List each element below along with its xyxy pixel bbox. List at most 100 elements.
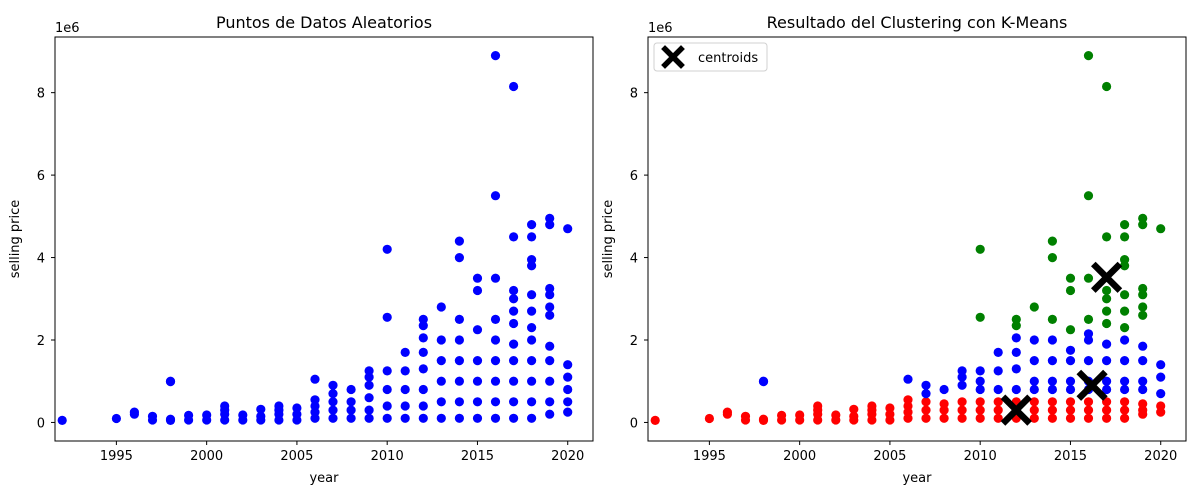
- data-point: [563, 384, 573, 395]
- data-point: [1065, 356, 1076, 366]
- data-point: [1065, 397, 1076, 407]
- data-point: [1029, 397, 1039, 407]
- data-point: [400, 347, 410, 357]
- data-point: [1047, 405, 1057, 415]
- data-point: [508, 294, 519, 304]
- data-point: [418, 347, 428, 357]
- data-point: [563, 360, 573, 370]
- data-point: [527, 220, 537, 230]
- data-point: [921, 389, 931, 399]
- data-point: [418, 413, 428, 423]
- data-point: [1029, 384, 1039, 395]
- series-1: [758, 329, 1166, 399]
- data-point: [346, 405, 356, 415]
- data-point: [1047, 236, 1057, 246]
- data-point: [328, 397, 338, 407]
- data-point: [1120, 413, 1130, 423]
- data-point: [527, 413, 537, 423]
- data-point: [310, 374, 320, 384]
- data-point: [364, 366, 374, 376]
- data-point: [740, 411, 751, 421]
- data-point: [1102, 384, 1112, 395]
- data-point: [758, 414, 769, 424]
- data-point: [545, 409, 555, 419]
- data-point: [1156, 372, 1166, 382]
- data-point: [993, 405, 1003, 415]
- data-point: [1102, 232, 1112, 242]
- data-point: [1083, 51, 1094, 61]
- x-axis-label: year: [902, 471, 932, 486]
- legend: centroids: [653, 42, 768, 72]
- data-point: [490, 273, 501, 283]
- data-point: [527, 356, 537, 366]
- data-point: [436, 356, 446, 366]
- data-point: [346, 413, 356, 423]
- data-point: [1065, 345, 1076, 355]
- data-point: [527, 306, 537, 316]
- chart-title: Puntos de Datos Aleatorios: [216, 13, 432, 32]
- data-point: [111, 413, 121, 424]
- y-tick-label: 0: [37, 416, 45, 431]
- data-point: [400, 401, 410, 411]
- y-tick-label: 4: [37, 252, 45, 267]
- data-point: [454, 397, 464, 407]
- data-point: [1029, 413, 1039, 423]
- data-point: [849, 411, 859, 421]
- chart-left: 1995 2000 2005 2010 2015 2020 0 2 4 6 8 1e6 Puntos d…: [8, 13, 594, 486]
- x-tick-label: 1995: [100, 449, 133, 464]
- data-point: [508, 413, 519, 423]
- data-point: [1102, 318, 1112, 329]
- legend-label: centroids: [698, 51, 758, 66]
- data-point: [957, 366, 967, 376]
- data-point: [310, 395, 320, 405]
- data-point: [1047, 253, 1057, 263]
- data-point: [436, 335, 446, 345]
- data-point: [454, 376, 464, 386]
- data-point: [454, 314, 464, 324]
- data-point: [364, 380, 374, 390]
- data-point: [1120, 306, 1130, 316]
- data-point: [813, 401, 823, 411]
- data-point: [1102, 285, 1112, 296]
- data-point: [563, 372, 573, 382]
- y-tick-label: 6: [630, 169, 638, 184]
- data-point: [508, 318, 519, 329]
- data-point: [722, 407, 733, 417]
- data-point: [490, 314, 501, 324]
- data-point: [508, 81, 519, 92]
- data-point: [1047, 384, 1057, 395]
- data-point: [508, 397, 519, 407]
- data-point: [975, 384, 985, 395]
- data-point: [545, 397, 555, 407]
- data-point: [975, 397, 985, 407]
- data-point: [382, 312, 392, 322]
- data-point: [1102, 356, 1112, 366]
- data-point: [184, 410, 194, 420]
- x-tick-label: 2015: [1054, 449, 1087, 464]
- data-point: [418, 401, 428, 411]
- data-point: [975, 366, 985, 376]
- data-point: [921, 397, 931, 407]
- data-point: [1102, 306, 1112, 316]
- data-point: [1138, 341, 1148, 351]
- data-point: [1120, 335, 1130, 345]
- data-point: [364, 405, 374, 415]
- data-point: [328, 405, 338, 415]
- series-2: [975, 51, 1166, 335]
- data-point: [129, 407, 139, 417]
- data-point: [508, 232, 519, 242]
- data-point: [382, 401, 392, 411]
- chart-title: Resultado del Clustering con K-Means: [767, 13, 1068, 32]
- data-point: [957, 397, 967, 407]
- data-point: [472, 413, 483, 423]
- data-point: [563, 224, 573, 234]
- data-point: [650, 415, 660, 425]
- data-point: [346, 384, 356, 395]
- data-point: [1047, 314, 1057, 324]
- data-point: [993, 347, 1003, 357]
- data-point: [527, 376, 537, 386]
- data-point: [418, 384, 428, 395]
- data-point: [274, 401, 284, 411]
- data-point: [777, 410, 787, 420]
